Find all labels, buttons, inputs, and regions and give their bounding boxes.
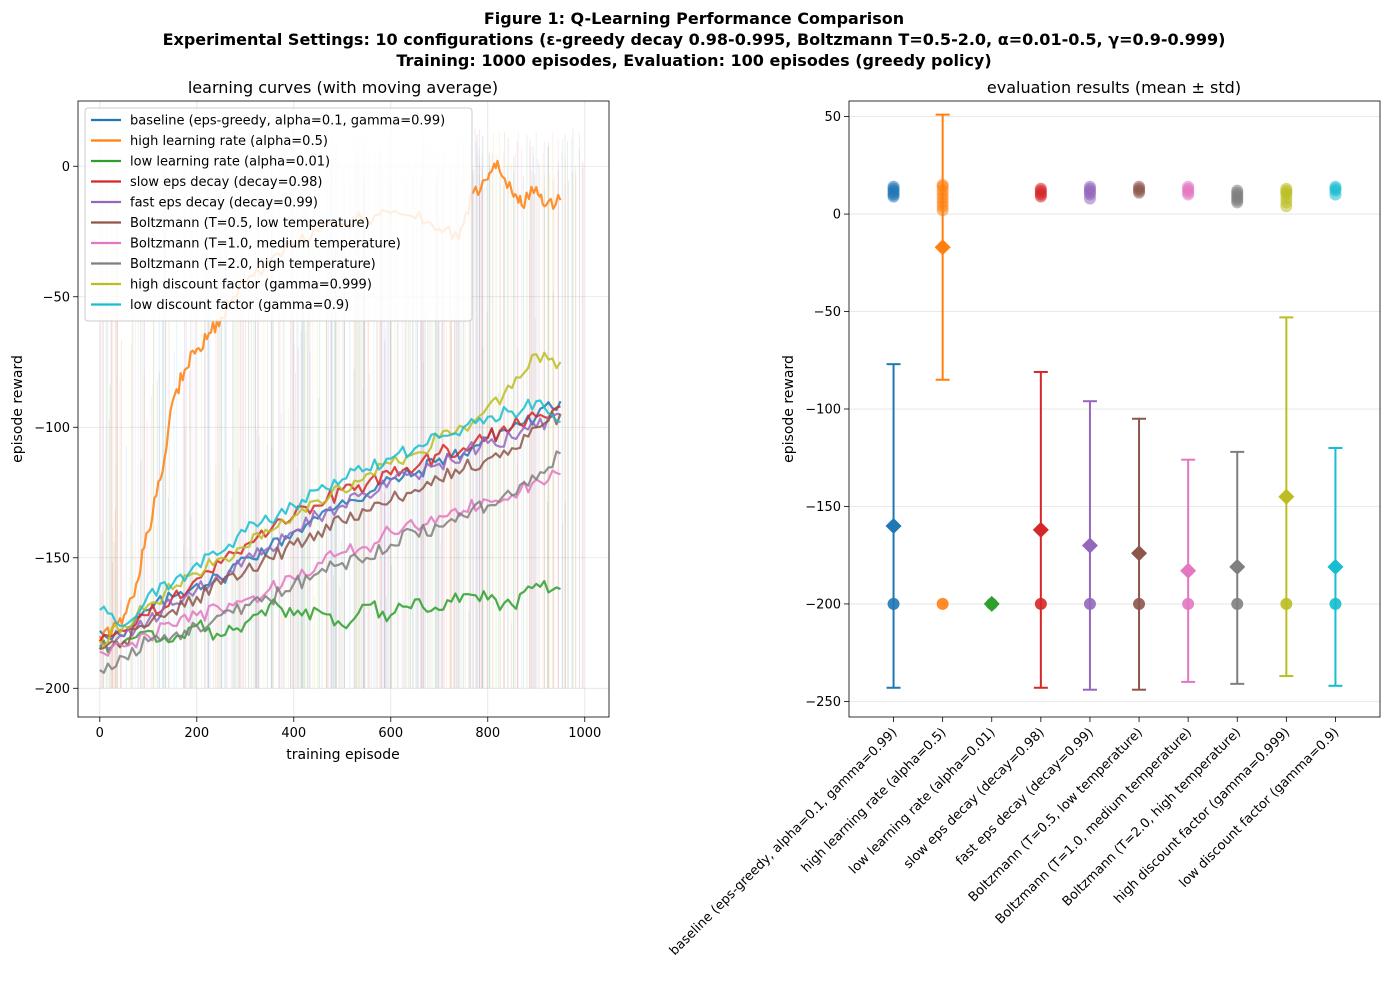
left-x-axis-label: training episode — [286, 747, 399, 763]
legend-entry: slow eps decay (decay=0.98) — [130, 175, 323, 190]
y-tick-label: −50 — [43, 290, 70, 305]
evaluation-marks — [885, 113, 1344, 691]
y-tick-label: 0 — [62, 160, 70, 175]
y-tick-label: −200 — [34, 682, 70, 697]
series-line — [99, 412, 561, 650]
episode-point — [1329, 180, 1342, 193]
episode-point — [1133, 180, 1146, 193]
mean-marker — [1032, 521, 1049, 538]
left-y-axis-label: episode reward — [10, 355, 26, 463]
x-tick-label: 600 — [378, 726, 403, 741]
y-tick-label: −250 — [805, 695, 841, 710]
figure-title-line: Experimental Settings: 10 configurations… — [163, 30, 1226, 49]
x-tick-label: 0 — [96, 726, 104, 741]
figure-title-line: Figure 1: Q-Learning Performance Compari… — [484, 9, 904, 28]
legend-entry: low learning rate (alpha=0.01) — [130, 155, 330, 170]
learning-curves-chart: learning curves (with moving average) 0 2… — [10, 78, 610, 763]
figure-title-line: Training: 1000 episodes, Evaluation: 100… — [396, 51, 991, 70]
legend-entry: fast eps decay (decay=0.99) — [130, 196, 318, 211]
episode-point — [1231, 184, 1244, 197]
legend-box — [84, 107, 473, 322]
x-tick-label: 800 — [475, 726, 500, 741]
left-axes-frame — [77, 100, 610, 718]
figure-title: Figure 1: Q-Learning Performance Compari… — [163, 9, 1226, 70]
legend-entry: Boltzmann (T=2.0, high temperature) — [130, 257, 376, 272]
episode-point — [1182, 180, 1195, 193]
evaluation-results-chart: evaluation results (mean ± std) 50 0 −50 −1… — [667, 78, 1381, 959]
y-tick-label: −100 — [34, 421, 70, 436]
x-tick-label: 400 — [281, 726, 306, 741]
legend-entry: Boltzmann (T=0.5, low temperature) — [130, 216, 370, 231]
mean-marker — [1081, 537, 1098, 554]
mean-marker — [1229, 558, 1246, 575]
series-line — [99, 450, 561, 674]
episode-point — [887, 180, 900, 193]
legend-entry: high discount factor (gamma=0.999) — [130, 278, 372, 293]
category-tick-label: Boltzmann (T=0.5, low temperature) — [966, 725, 1146, 905]
x-tick-label: 200 — [184, 726, 209, 741]
legend-entry: low discount factor (gamma=0.9) — [130, 298, 349, 313]
failure-point — [936, 597, 949, 610]
episode-point — [1034, 182, 1047, 195]
y-tick-label: 50 — [824, 110, 841, 125]
episode-point — [1280, 182, 1293, 195]
category-tick-label: high discount factor (gamma=0.999) — [1112, 725, 1294, 907]
mean-marker — [885, 517, 902, 534]
mean-marker — [934, 239, 951, 256]
y-tick-label: −150 — [805, 500, 841, 515]
mean-marker — [1278, 488, 1295, 505]
mean-marker — [983, 595, 1000, 612]
series-line — [98, 579, 561, 654]
evaluation-results-title: evaluation results (mean ± std) — [987, 78, 1241, 97]
left-ticks: 0 200 400 600 800 1000 0 −50 −100 −150 −200 — [34, 160, 601, 741]
learning-curves-title: learning curves (with moving average) — [188, 78, 498, 97]
y-tick-label: −50 — [814, 305, 841, 320]
legend-entry: Boltzmann (T=1.0, medium temperature) — [130, 237, 401, 252]
y-tick-label: 0 — [833, 208, 841, 223]
right-y-axis-label: episode reward — [781, 355, 797, 463]
legend-entry: high learning rate (alpha=0.5) — [130, 134, 328, 149]
legend: baseline (eps-greedy, alpha=0.1, gamma=0… — [84, 107, 473, 322]
series-line — [99, 398, 561, 628]
mean-marker — [1327, 558, 1344, 575]
y-tick-label: −200 — [805, 597, 841, 612]
y-tick-label: −150 — [34, 551, 70, 566]
episode-point — [1083, 180, 1096, 193]
y-tick-label: −100 — [805, 403, 841, 418]
mean-marker — [1131, 545, 1148, 562]
mean-marker — [1180, 562, 1197, 579]
series-line — [99, 469, 561, 657]
legend-entry: baseline (eps-greedy, alpha=0.1, gamma=0… — [130, 114, 445, 129]
series-line — [98, 351, 562, 648]
x-tick-label: 1000 — [568, 726, 601, 741]
category-tick-label: Boltzmann (T=2.0, high temperature) — [1060, 725, 1244, 909]
series-line — [99, 411, 562, 651]
category-tick-label: baseline (eps-greedy, alpha=0.1, gamma=0… — [667, 725, 900, 958]
